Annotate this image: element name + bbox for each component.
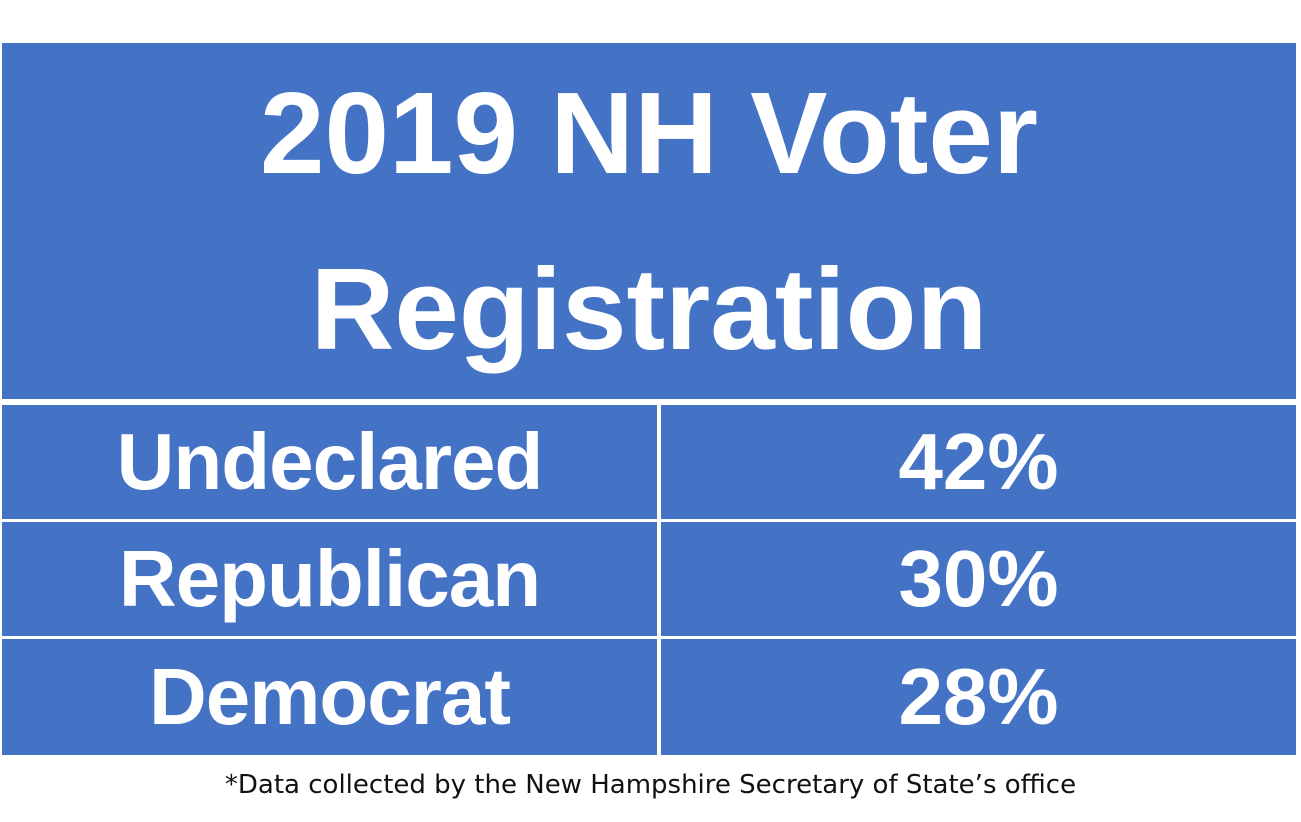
row-label-undeclared: Undeclared	[2, 405, 657, 519]
footnote: *Data collected by the New Hampshire Sec…	[224, 770, 1077, 800]
title-line-2: Registration	[310, 244, 988, 374]
title-line-1: 2019 NH Voter	[260, 68, 1038, 198]
row-label-republican: Republican	[2, 522, 657, 636]
row-value-republican: 30%	[661, 522, 1296, 636]
row-value-undeclared: 42%	[661, 405, 1296, 519]
row-value-democrat: 28%	[661, 639, 1296, 755]
row-label-democrat: Democrat	[2, 639, 657, 755]
registration-table: 2019 NH Voter Registration Undeclared 42…	[2, 43, 1296, 755]
table-title: 2019 NH Voter Registration	[2, 43, 1296, 399]
